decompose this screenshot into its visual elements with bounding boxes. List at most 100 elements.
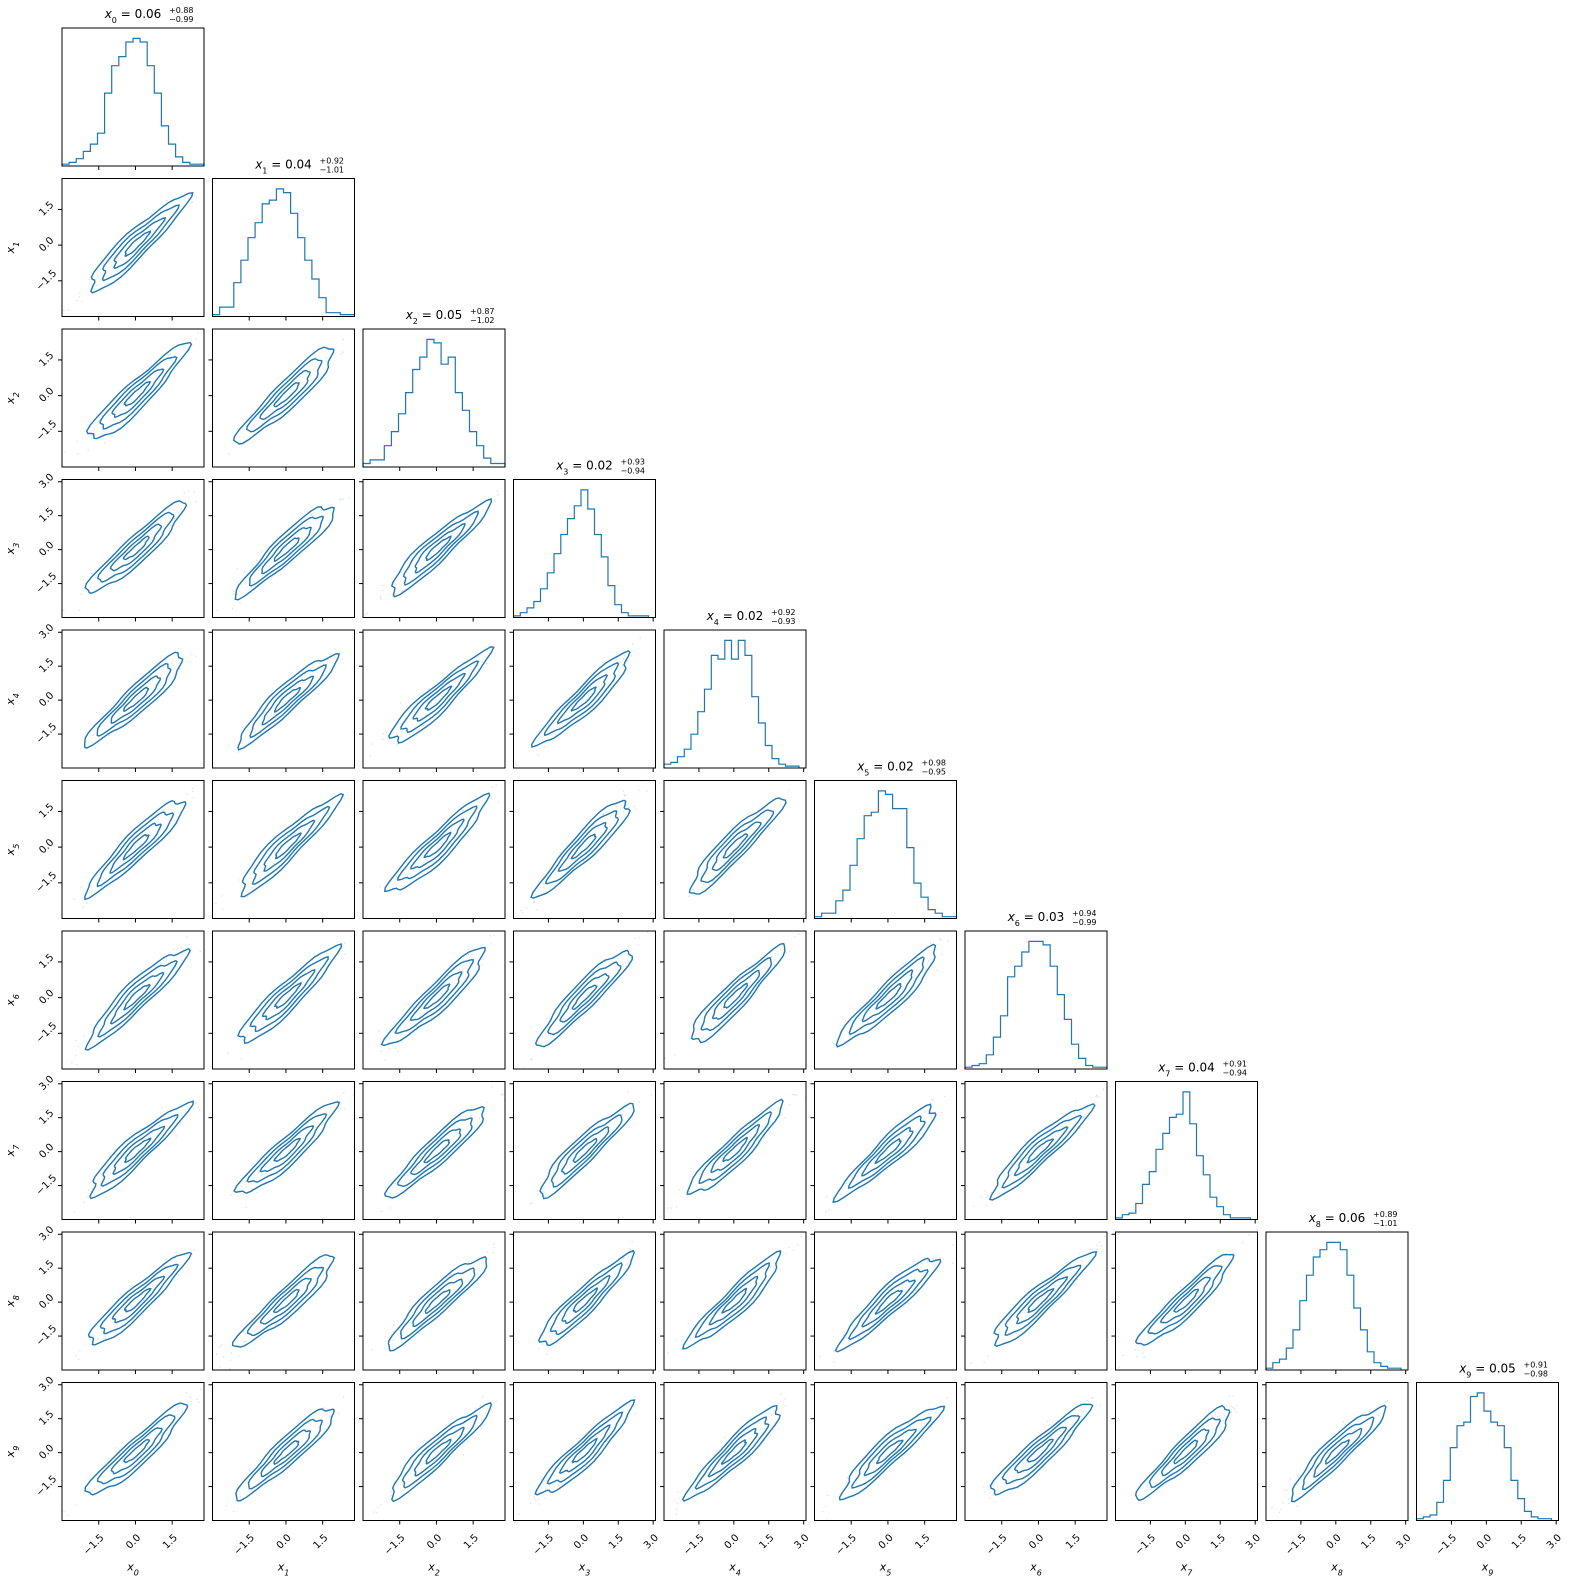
- pair-panel-6-5: [810, 930, 957, 1073]
- scatter-point: [221, 895, 223, 897]
- scatter-point: [702, 884, 705, 886]
- contour-8-1-3: [273, 1288, 300, 1314]
- scatter-point: [319, 1260, 322, 1263]
- x-axis-label-sub: 9: [1488, 1568, 1493, 1577]
- contour-4-1-2: [261, 675, 315, 726]
- scatter-point: [1232, 1252, 1235, 1255]
- scatter-point: [1080, 1415, 1082, 1418]
- scatter-point: [370, 1349, 373, 1352]
- title-plus-3: +0.93: [621, 458, 646, 467]
- scatter-point: [198, 1106, 200, 1108]
- contour-9-8-0: [1290, 1404, 1387, 1503]
- x-tick-label: 0.0: [877, 1533, 896, 1552]
- x-tick-label: −1.5: [834, 1533, 859, 1558]
- scatter-point: [236, 567, 239, 570]
- scatter-point: [625, 1106, 627, 1109]
- scatter-point: [629, 1248, 631, 1250]
- scatter-point: [1271, 1506, 1273, 1509]
- y-tick-label: −1.5: [34, 1474, 59, 1499]
- scatter-point: [585, 1465, 587, 1468]
- histogram-panel-6: x6 = 0.03 +0.94−0.99: [964, 909, 1108, 1073]
- contour-3-1-3: [273, 537, 300, 562]
- scatter-point: [174, 1115, 176, 1118]
- panel-frame: [663, 1382, 807, 1521]
- scatter-point: [622, 1410, 625, 1413]
- x-tick-label: 1.5: [1209, 1533, 1228, 1552]
- scatter-point: [166, 199, 168, 202]
- title-plus-1: +0.92: [320, 157, 345, 166]
- scatter-point: [1228, 1394, 1231, 1397]
- panel-frame: [212, 1231, 355, 1371]
- pair-panel-9-5: −1.5 0.0 1.5 x5: [810, 1382, 957, 1577]
- contour-4-2-1: [400, 660, 480, 734]
- scatter-point: [194, 500, 197, 503]
- pair-panel-5-2: [359, 780, 506, 923]
- title-var-8: x: [1308, 1211, 1317, 1225]
- scatter-point: [939, 938, 941, 940]
- contour-4-3-3: [570, 686, 597, 712]
- scatter-point: [1223, 1261, 1225, 1263]
- scatter-point: [496, 490, 499, 492]
- scatter-point: [724, 1437, 726, 1439]
- title-var-4: x: [706, 609, 715, 623]
- scatter-point: [1242, 1241, 1244, 1244]
- scatter-point: [340, 353, 343, 355]
- panel-title-1: x1 = 0.04: [254, 158, 312, 176]
- scatter-point: [401, 571, 403, 573]
- scatter-point: [187, 490, 190, 492]
- contour-8-4-1: [694, 1262, 771, 1338]
- scatter-point: [696, 1041, 698, 1043]
- scatter-point: [543, 886, 545, 889]
- contour-6-1-2: [261, 968, 316, 1021]
- scatter-point: [454, 549, 457, 551]
- scatter-point: [264, 1453, 266, 1456]
- scatter-point: [970, 1362, 973, 1364]
- scatter-point: [387, 1349, 389, 1351]
- scatter-point: [67, 1514, 70, 1517]
- scatter-point: [467, 658, 469, 661]
- pair-panel-6-1: [208, 930, 355, 1073]
- scatter-point: [618, 1260, 621, 1263]
- y-axis-label-sub: 1: [12, 242, 21, 247]
- scatter-point: [233, 593, 235, 595]
- scatter-point: [162, 229, 165, 231]
- pair-panel-8-2: [359, 1231, 506, 1374]
- contour-9-3-0: [534, 1399, 636, 1496]
- title-sub-3: 3: [563, 467, 568, 476]
- scatter-point: [931, 1117, 933, 1119]
- panel-frame: [1265, 1231, 1409, 1371]
- scatter-point: [474, 817, 477, 819]
- panel-frame: [61, 1081, 205, 1220]
- scatter-point: [380, 1050, 382, 1052]
- x-tick-label: −1.5: [682, 1533, 707, 1558]
- scatter-point: [621, 664, 624, 666]
- y-tick-label: −1.5: [34, 1173, 59, 1198]
- scatter-point: [427, 688, 430, 690]
- scatter-point: [227, 744, 230, 747]
- x-tick-label: −1.5: [531, 1533, 556, 1558]
- scatter-point: [1234, 1410, 1237, 1413]
- scatter-point: [95, 284, 98, 287]
- scatter-point: [80, 886, 83, 888]
- contour-9-6-1: [1001, 1414, 1081, 1485]
- scatter-point: [770, 1414, 773, 1416]
- scatter-point: [320, 509, 322, 512]
- scatter-point: [784, 1404, 787, 1407]
- scatter-point: [188, 661, 191, 663]
- title-median-3: 0.02: [586, 459, 613, 473]
- panel-title-4: x4 = 0.02: [706, 609, 764, 627]
- scatter-point: [199, 1108, 201, 1111]
- x-axis-label-base: x: [728, 1561, 736, 1574]
- x-axis-label-base: x: [1481, 1561, 1489, 1574]
- scatter-point: [429, 1471, 431, 1474]
- contour-5-4-3: [722, 833, 749, 859]
- y-tick-label: −1.5: [34, 870, 59, 895]
- scatter-point: [195, 1398, 198, 1401]
- scatter-point: [388, 1041, 390, 1044]
- x-tick-label: 0.0: [425, 1533, 444, 1552]
- scatter-point: [535, 1500, 537, 1502]
- scatter-point: [1122, 1354, 1125, 1357]
- scatter-point: [629, 1403, 631, 1406]
- scatter-point: [706, 1041, 709, 1044]
- scatter-point: [557, 1484, 560, 1486]
